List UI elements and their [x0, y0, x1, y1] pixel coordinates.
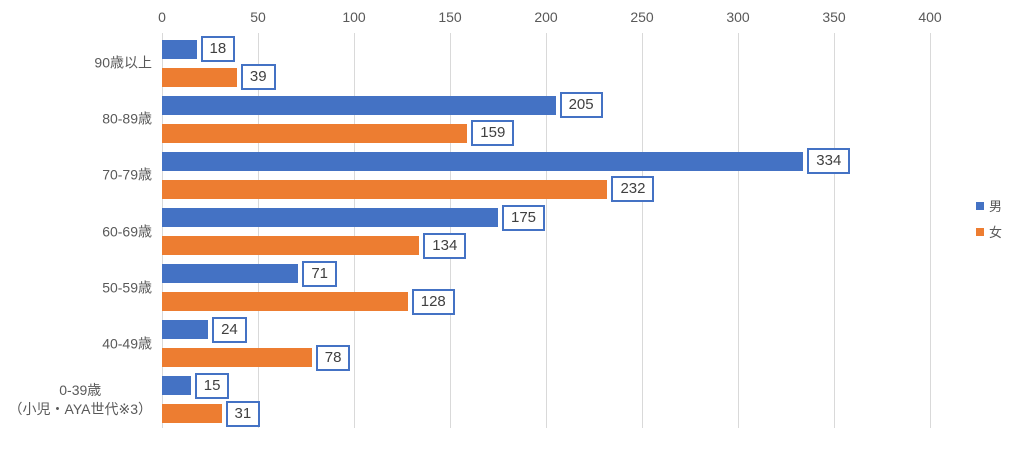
x-tick-label: 250	[630, 9, 654, 25]
x-tick-label: 50	[250, 9, 266, 25]
data-label: 205	[559, 92, 603, 119]
data-label: 159	[471, 120, 515, 147]
data-label: 71	[302, 260, 337, 287]
bar-row: 15	[162, 372, 230, 399]
category-label: 50-59歳	[102, 279, 152, 296]
data-label: 31	[225, 400, 261, 427]
legend-item: 女	[976, 222, 1002, 241]
bar-row: 159	[162, 120, 515, 147]
gridline	[642, 33, 643, 428]
bar-row: 78	[162, 344, 351, 371]
category-label: 40-49歳	[102, 335, 152, 352]
x-tick-label: 350	[822, 9, 846, 25]
bar-row: 31	[162, 400, 261, 427]
bar-male	[162, 151, 804, 171]
bar-male	[162, 95, 556, 115]
x-tick-label: 0	[158, 9, 166, 25]
category-label: 90歳以上	[94, 54, 152, 71]
data-label: 24	[212, 316, 247, 343]
bar-female	[162, 292, 408, 312]
data-label: 78	[315, 344, 351, 371]
legend-swatch	[976, 201, 984, 210]
bar-male	[162, 320, 209, 340]
bar-female	[162, 404, 222, 424]
bar-female	[162, 236, 420, 255]
bar-row: 205	[162, 92, 603, 119]
data-label: 232	[611, 176, 655, 203]
category-label: 70-79歳	[102, 166, 152, 183]
bar-row: 39	[162, 64, 276, 91]
legend-swatch	[976, 227, 984, 236]
x-tick-label: 150	[438, 9, 462, 25]
bar-female	[162, 67, 237, 87]
category-label: 0-39歳 （小児・AYA世代※3）	[8, 381, 152, 417]
bar-male	[162, 208, 498, 227]
x-tick-label: 200	[534, 9, 558, 25]
legend-item: 男	[976, 196, 1002, 215]
gridline	[546, 33, 547, 428]
data-label: 39	[240, 64, 276, 91]
gridline	[834, 33, 835, 428]
data-label: 128	[411, 288, 455, 315]
bar-female	[162, 123, 468, 143]
bar-male	[162, 39, 197, 59]
bar-row: 18	[162, 36, 236, 63]
data-label: 18	[200, 36, 236, 63]
bar-row: 134	[162, 232, 467, 259]
bar-female	[162, 179, 608, 199]
bar-female	[162, 348, 312, 368]
gridline	[450, 33, 451, 428]
bar-row: 128	[162, 288, 455, 315]
bar-male	[162, 264, 299, 284]
gridline	[354, 33, 355, 428]
legend: 男女	[976, 196, 1002, 241]
bar-row: 71	[162, 260, 337, 287]
gridline	[258, 33, 259, 428]
gridline	[162, 33, 163, 428]
gridline	[738, 33, 739, 428]
category-label: 80-89歳	[102, 110, 152, 127]
bar-row: 24	[162, 316, 247, 343]
data-label: 175	[502, 204, 546, 231]
data-label: 334	[807, 148, 851, 175]
x-tick-label: 300	[726, 9, 750, 25]
legend-label: 女	[989, 225, 1003, 240]
x-tick-label: 400	[918, 9, 942, 25]
bar-row: 334	[162, 148, 851, 175]
bar-row: 232	[162, 176, 655, 203]
legend-label: 男	[989, 199, 1003, 214]
x-tick-label: 100	[342, 9, 366, 25]
gridline	[930, 33, 931, 428]
data-label: 15	[194, 372, 230, 399]
data-label: 134	[423, 232, 467, 259]
category-label: 60-69歳	[102, 223, 152, 239]
bar-row: 175	[162, 204, 546, 231]
bar-male	[162, 376, 191, 396]
